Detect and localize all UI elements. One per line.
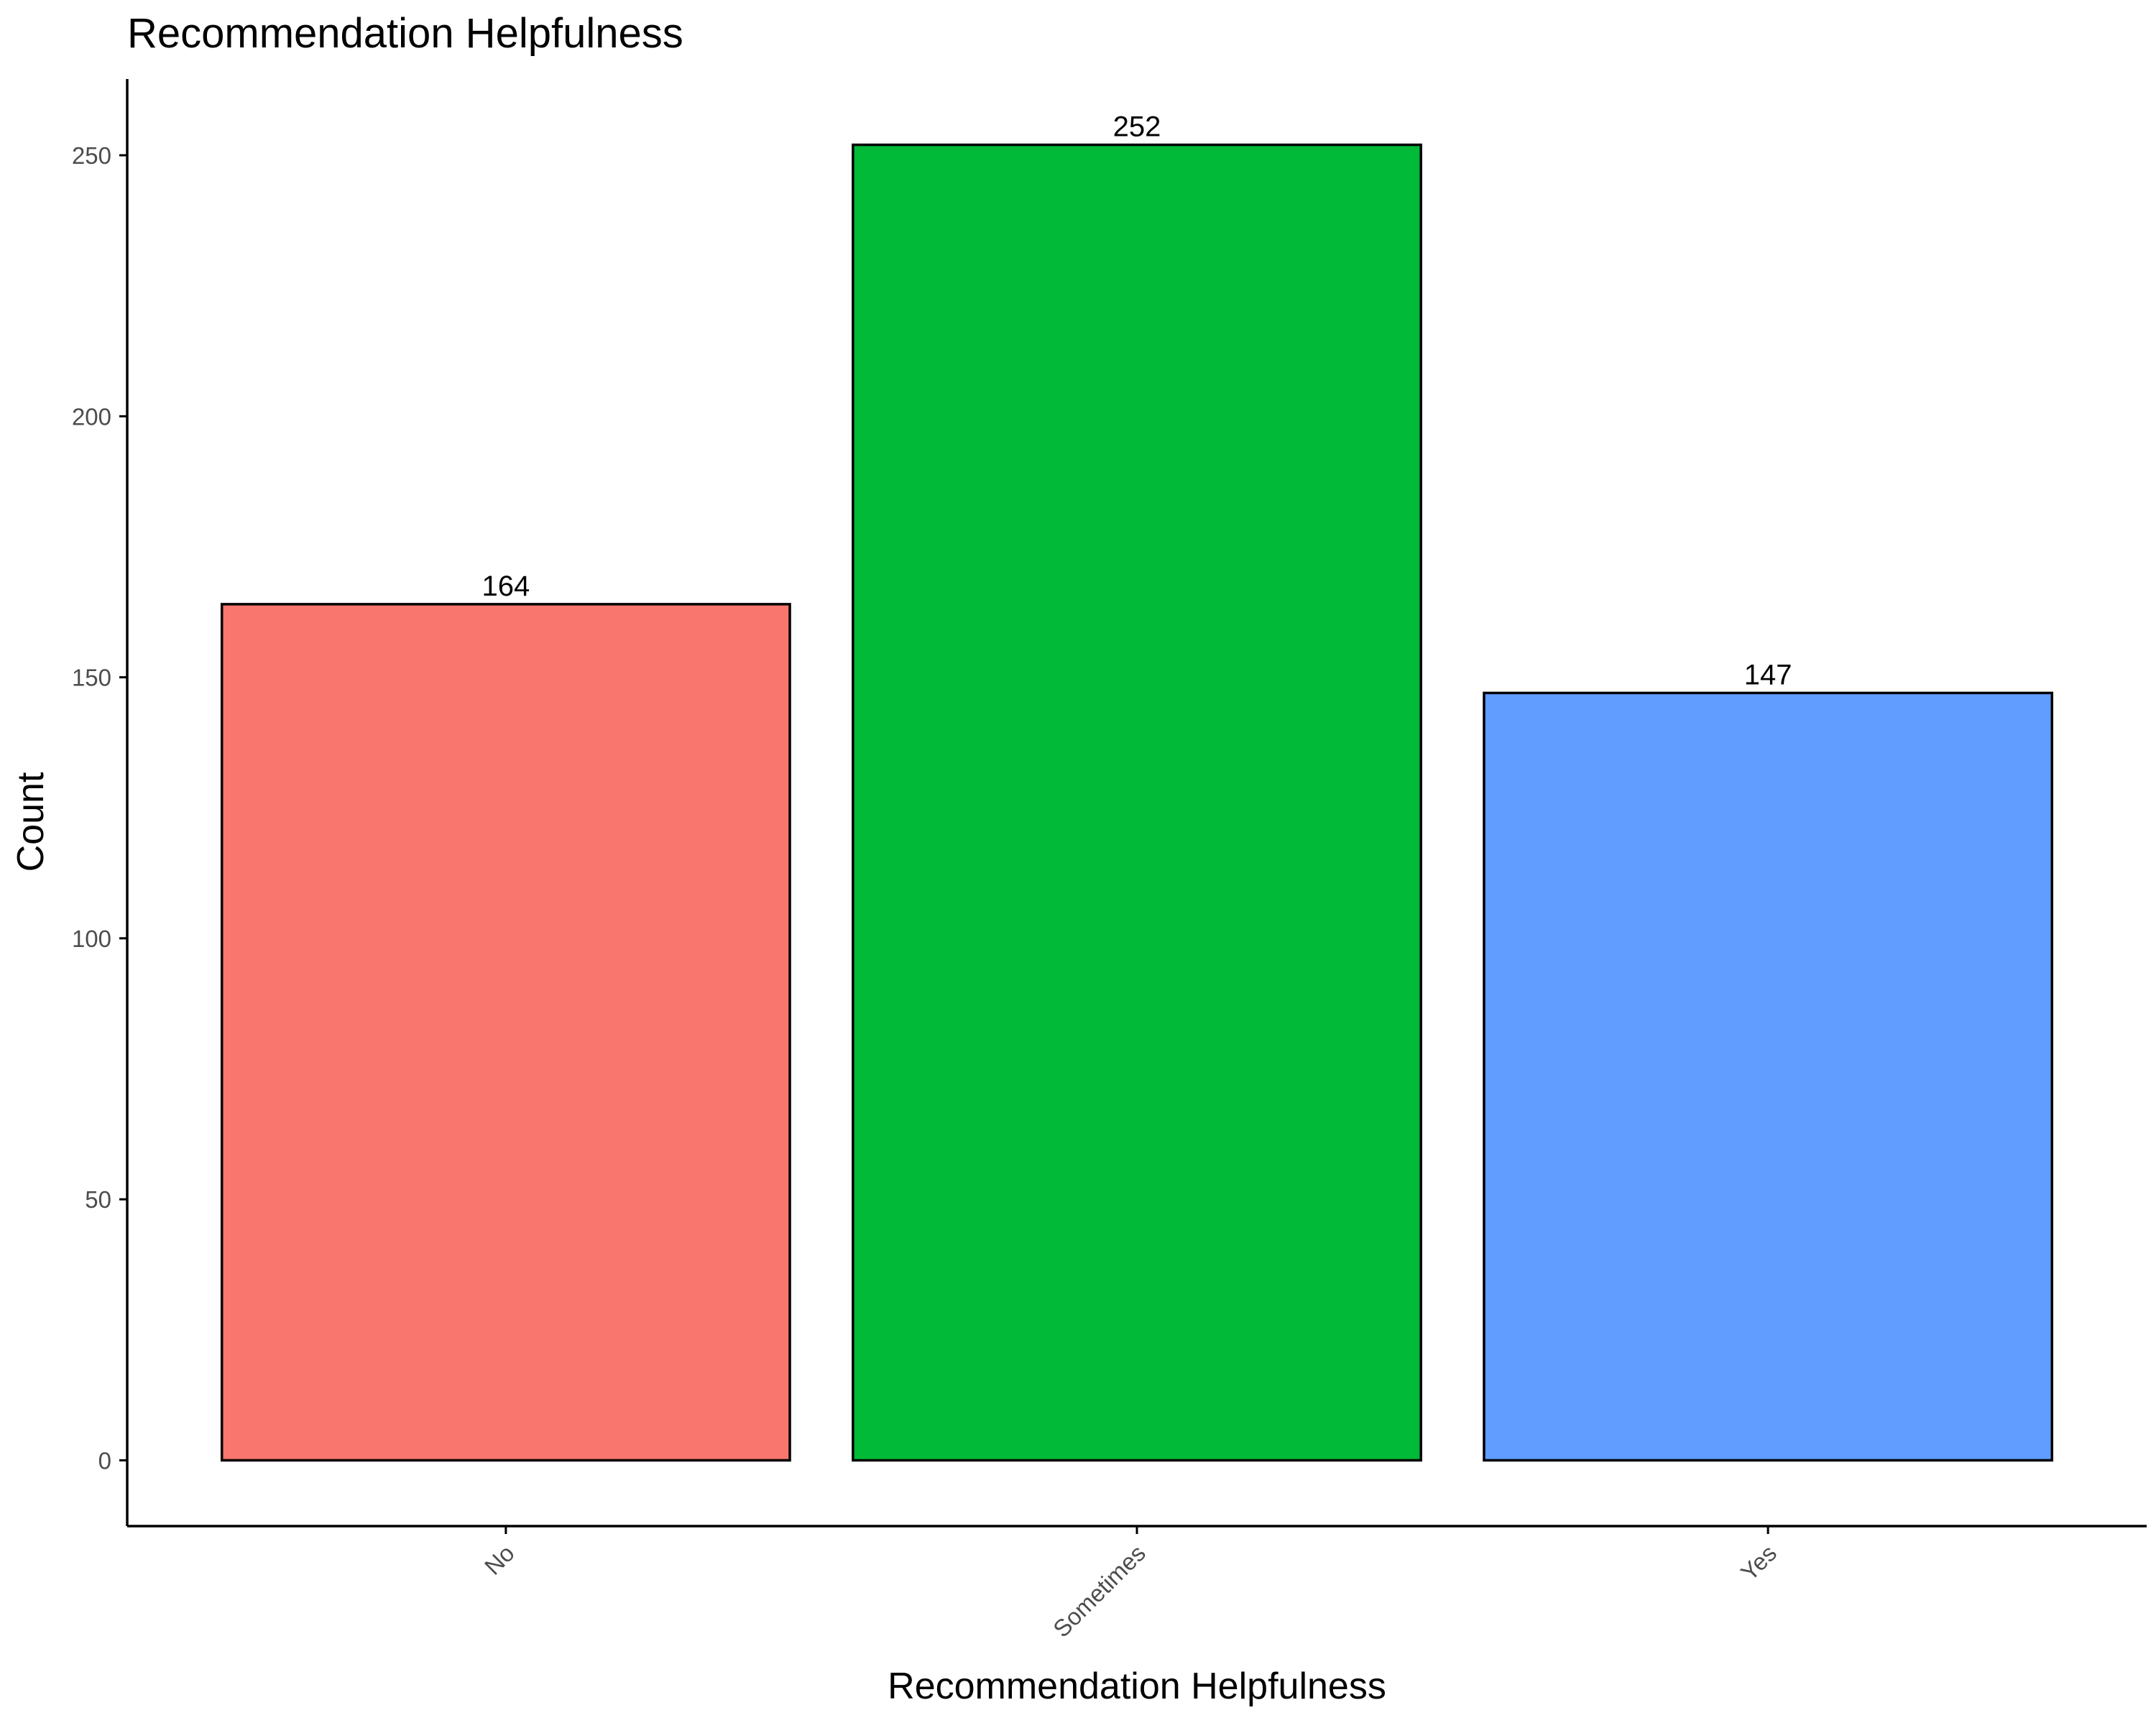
y-tick-label: 100 xyxy=(72,925,111,952)
data-label-yes: 147 xyxy=(1744,659,1792,690)
y-tick-label: 50 xyxy=(85,1186,111,1213)
bars-layer xyxy=(220,143,2054,1462)
x-tick-label-yes: Yes xyxy=(1736,1540,1782,1586)
x-axis: No Sometimes Yes xyxy=(479,1526,1782,1642)
x-tick-label-no: No xyxy=(479,1540,520,1580)
y-tick-label: 250 xyxy=(72,142,111,169)
y-axis: 0 50 100 150 200 250 xyxy=(72,142,127,1474)
x-axis-title: Recommendation Helpfulness xyxy=(888,1665,1386,1707)
bar-yes xyxy=(1483,691,2054,1462)
data-label-no: 164 xyxy=(482,570,530,602)
y-tick-label: 0 xyxy=(98,1447,111,1474)
data-label-sometimes: 252 xyxy=(1113,111,1161,143)
bar-no xyxy=(220,603,791,1462)
bar-sometimes xyxy=(852,143,1422,1462)
x-tick-label-sometimes: Sometimes xyxy=(1048,1540,1151,1642)
y-tick-label: 200 xyxy=(72,403,111,430)
y-axis-title: Count xyxy=(10,772,52,872)
data-labels-layer: 164 252 147 xyxy=(482,111,1792,691)
chart-title: Recommendation Helpfulness xyxy=(127,10,683,57)
y-tick-label: 150 xyxy=(72,665,111,691)
